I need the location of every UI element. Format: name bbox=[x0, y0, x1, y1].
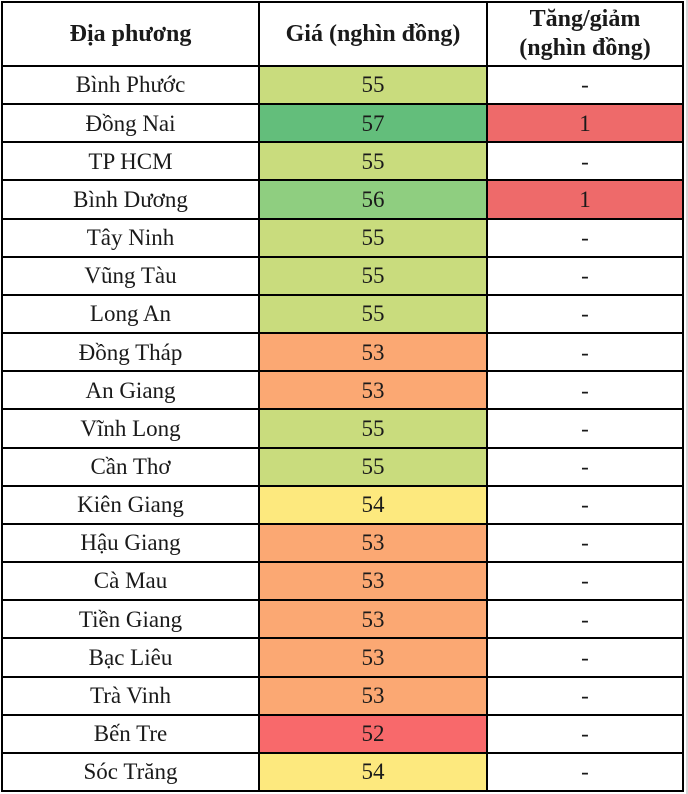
right-edge-line bbox=[686, 0, 688, 794]
province-cell: Tây Ninh bbox=[1, 217, 260, 258]
table-row: Hậu Giang 53- bbox=[1, 522, 684, 564]
table-row: Bạc Liêu 53- bbox=[1, 637, 684, 678]
header-province: Địa phương bbox=[1, 1, 260, 67]
province-cell: Sóc Trăng bbox=[1, 751, 260, 793]
province-cell: Cần Thơ bbox=[1, 446, 260, 487]
change-cell: - bbox=[486, 255, 684, 296]
province-cell: TP HCM bbox=[1, 141, 260, 182]
table-body: Bình Phước 55- Đồng Nai 57 1 TP HCM 55- Bình Dư… bbox=[1, 64, 684, 793]
province-cell: Cà Mau bbox=[1, 561, 260, 602]
province-cell: Kiên Giang bbox=[1, 484, 260, 525]
change-cell: - bbox=[486, 599, 684, 640]
table-row: Bến Tre 52- bbox=[1, 713, 684, 754]
province-cell: Bến Tre bbox=[1, 713, 260, 754]
province-cell: Bình Phước bbox=[1, 64, 260, 106]
province-cell: Bình Dương bbox=[1, 179, 260, 220]
table-row: TP HCM 55- bbox=[1, 141, 684, 182]
province-cell: Hậu Giang bbox=[1, 522, 260, 564]
table-row: Đồng Nai 57 1 bbox=[1, 103, 684, 144]
table-row: Đồng Tháp 53- bbox=[1, 332, 684, 373]
price-cell: 55 bbox=[258, 293, 488, 335]
price-cell: 55 bbox=[258, 64, 488, 106]
table-row: Sóc Trăng 54- bbox=[1, 751, 684, 793]
table-row: An Giang 53- bbox=[1, 370, 684, 411]
price-cell: 53 bbox=[258, 522, 488, 564]
price-cell: 53 bbox=[258, 332, 488, 373]
change-cell: - bbox=[486, 637, 684, 678]
change-cell: - bbox=[486, 561, 684, 602]
price-cell: 52 bbox=[258, 713, 488, 754]
price-cell: 54 bbox=[258, 484, 488, 525]
province-cell: Bạc Liêu bbox=[1, 637, 260, 678]
price-cell: 57 bbox=[258, 103, 488, 144]
province-cell: Long An bbox=[1, 293, 260, 335]
change-cell: - bbox=[486, 64, 684, 106]
province-cell: An Giang bbox=[1, 370, 260, 411]
price-cell: 55 bbox=[258, 446, 488, 487]
table-row: Long An 55- bbox=[1, 293, 684, 335]
price-cell: 55 bbox=[258, 217, 488, 258]
table-row: Cà Mau 53- bbox=[1, 561, 684, 602]
table-row: Kiên Giang 54- bbox=[1, 484, 684, 525]
province-cell: Vĩnh Long bbox=[1, 408, 260, 449]
price-cell: 55 bbox=[258, 408, 488, 449]
province-cell: Tiền Giang bbox=[1, 599, 260, 640]
header-change: Tăng/giảm (nghìn đồng) bbox=[486, 1, 684, 67]
change-cell: 1 bbox=[486, 103, 684, 144]
change-cell: - bbox=[486, 141, 684, 182]
change-cell: - bbox=[486, 446, 684, 487]
change-cell: 1 bbox=[486, 179, 684, 220]
table-row: Trà Vinh 53- bbox=[1, 675, 684, 716]
table-row: Bình Phước 55- bbox=[1, 64, 684, 106]
price-cell: 55 bbox=[258, 255, 488, 296]
change-cell: - bbox=[486, 675, 684, 716]
header-row: Địa phương Giá (nghìn đồng) Tăng/giảm (n… bbox=[1, 1, 684, 67]
province-cell: Đồng Nai bbox=[1, 103, 260, 144]
header-price: Giá (nghìn đồng) bbox=[258, 1, 488, 67]
table-row: Cần Thơ 55- bbox=[1, 446, 684, 487]
table-row: Tây Ninh 55- bbox=[1, 217, 684, 258]
price-cell: 54 bbox=[258, 751, 488, 793]
table-row: Bình Dương 56 1 bbox=[1, 179, 684, 220]
change-cell: - bbox=[486, 408, 684, 449]
change-cell: - bbox=[486, 484, 684, 525]
change-cell: - bbox=[486, 217, 684, 258]
change-cell: - bbox=[486, 370, 684, 411]
table-row: Tiền Giang 53- bbox=[1, 599, 684, 640]
price-cell: 53 bbox=[258, 599, 488, 640]
province-cell: Vũng Tàu bbox=[1, 255, 260, 296]
price-cell: 53 bbox=[258, 675, 488, 716]
price-cell: 55 bbox=[258, 141, 488, 182]
price-cell: 56 bbox=[258, 179, 488, 220]
change-cell: - bbox=[486, 713, 684, 754]
province-cell: Đồng Tháp bbox=[1, 332, 260, 373]
change-cell: - bbox=[486, 522, 684, 564]
change-cell: - bbox=[486, 293, 684, 335]
province-cell: Trà Vinh bbox=[1, 675, 260, 716]
price-cell: 53 bbox=[258, 561, 488, 602]
price-cell: 53 bbox=[258, 637, 488, 678]
price-cell: 53 bbox=[258, 370, 488, 411]
table-row: Vũng Tàu 55- bbox=[1, 255, 684, 296]
change-cell: - bbox=[486, 751, 684, 793]
change-cell: - bbox=[486, 332, 684, 373]
table-row: Vĩnh Long 55- bbox=[1, 408, 684, 449]
